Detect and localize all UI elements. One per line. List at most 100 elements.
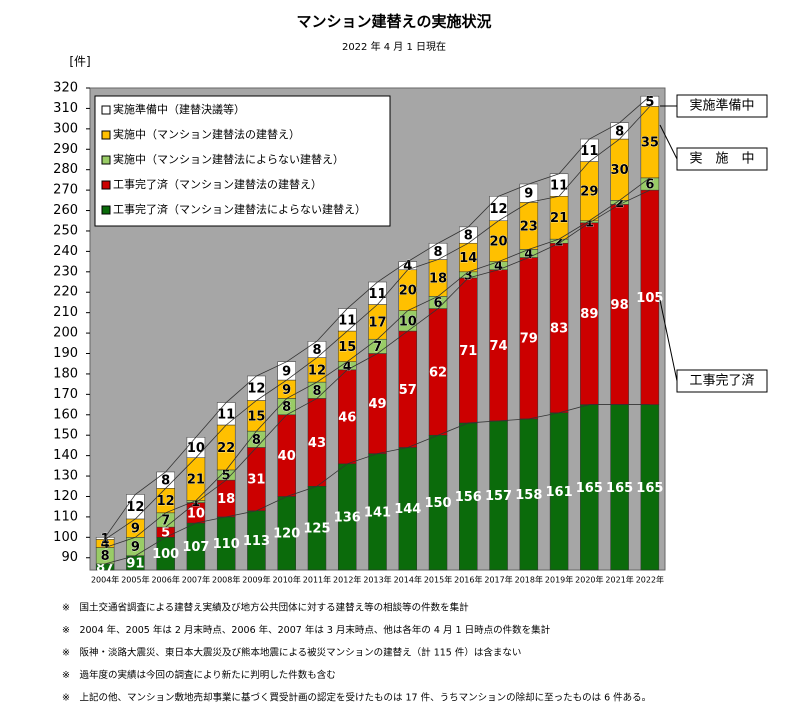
legend-swatch — [101, 155, 111, 165]
y-tick-label: 220 — [53, 285, 78, 300]
data-label: 165 — [606, 481, 633, 496]
y-tick-label: 280 — [53, 162, 78, 177]
data-label: 4 — [494, 259, 503, 274]
y-tick-label: 240 — [53, 244, 78, 259]
y-tick-label: 270 — [53, 183, 78, 198]
data-label: 46 — [338, 410, 356, 425]
data-label: 57 — [399, 383, 417, 398]
leader-line — [659, 124, 678, 160]
y-tick-label: 130 — [53, 469, 78, 484]
data-label: 9 — [282, 364, 291, 379]
data-label: 11 — [368, 287, 386, 302]
connector-line — [105, 404, 650, 565]
x-tick-label: 2012年 — [333, 575, 361, 585]
data-label: 157 — [485, 489, 512, 504]
y-tick-label: 190 — [53, 346, 78, 361]
data-label: 12 — [308, 363, 326, 378]
y-tick-label: 260 — [53, 203, 78, 218]
x-tick-label: 2017年 — [484, 575, 512, 585]
connector-line — [165, 189, 651, 528]
y-tick-label: 210 — [53, 305, 78, 320]
x-tick-label: 2020年 — [575, 575, 603, 585]
data-label: 158 — [515, 488, 542, 503]
data-label: 9 — [282, 383, 291, 398]
annotation: 工事完了済 — [689, 373, 754, 389]
data-label: 9 — [131, 540, 140, 555]
data-label: 11 — [338, 313, 356, 328]
data-label: 6 — [645, 177, 654, 192]
legend-swatch — [101, 105, 111, 115]
legend-label: 実施中（マンション建替法によらない建替え） — [113, 152, 344, 166]
data-label: 71 — [459, 344, 477, 359]
x-tick-label: 2019年 — [545, 575, 573, 585]
data-label: 5 — [161, 526, 170, 541]
data-label: 9 — [131, 522, 140, 537]
note: ※ 国土交通省調査による建替え実績及び地方公共団体に対する建替え等の相談等の件数… — [62, 602, 469, 614]
data-label: 31 — [247, 473, 265, 488]
data-label: 8 — [615, 124, 624, 139]
data-label: 12 — [490, 202, 508, 217]
data-label: 161 — [546, 485, 573, 500]
y-tick-label: 160 — [53, 407, 78, 422]
x-tick-label: 2005年 — [121, 575, 149, 585]
y-tick-label: 180 — [53, 366, 78, 381]
data-label: 10 — [187, 441, 205, 456]
chart-title: マンション建替えの実施状況 — [296, 13, 491, 31]
data-label: 35 — [641, 136, 659, 151]
y-tick-label: 150 — [53, 428, 78, 443]
data-label: 12 — [157, 494, 175, 509]
y-tick-label: 120 — [53, 489, 78, 504]
legend-label: 工事完了済（マンション建替法の建替え） — [113, 177, 322, 191]
connector-line — [104, 95, 651, 538]
data-label: 74 — [490, 339, 508, 354]
data-label: 100 — [152, 547, 179, 562]
data-label: 8 — [161, 474, 170, 489]
note: ※ 阪神・淡路大震災、東日本大震災及び熊本地震による被災マンションの建替え（計 … — [62, 647, 521, 659]
data-label: 10 — [399, 314, 417, 329]
data-label: 105 — [636, 291, 663, 306]
data-label: 21 — [550, 211, 568, 226]
data-label: 20 — [490, 235, 508, 250]
data-label: 4 — [524, 247, 533, 262]
data-label: 3 — [464, 268, 473, 283]
y-tick-label: 290 — [53, 142, 78, 157]
y-tick-label: 110 — [53, 509, 78, 524]
legend-label: 工事完了済（マンション建替法によらない建替え） — [113, 202, 366, 216]
data-label: 7 — [161, 513, 170, 528]
y-tick-label: 300 — [53, 121, 78, 136]
data-label: 2 — [615, 196, 624, 211]
data-label: 165 — [636, 481, 663, 496]
data-label: 5 — [645, 95, 654, 110]
y-tick-label: 90 — [61, 550, 78, 565]
legend-swatch — [101, 205, 111, 215]
x-tick-label: 2015年 — [424, 575, 452, 585]
x-tick-label: 2018年 — [515, 575, 543, 585]
data-label: 136 — [334, 510, 361, 525]
legend-swatch — [101, 180, 111, 190]
data-label: 8 — [312, 384, 321, 399]
x-tick-label: 2014年 — [394, 575, 422, 585]
data-label: 29 — [580, 185, 598, 200]
x-tick-label: 2011年 — [303, 575, 331, 585]
data-label: 113 — [243, 534, 270, 549]
data-label: 10 — [187, 506, 205, 521]
data-label: 11 — [217, 407, 235, 422]
x-tick-label: 2022年 — [636, 575, 664, 585]
data-label: 9 — [524, 187, 533, 202]
data-label: 11 — [550, 179, 568, 194]
data-label: 62 — [429, 365, 447, 380]
x-tick-label: 2021年 — [605, 575, 633, 585]
note: ※ 過年度の実績は今回の調査により新たに判明した件数も含む — [62, 669, 336, 681]
data-label: 21 — [187, 473, 205, 488]
data-label: 15 — [247, 409, 265, 424]
data-label: 2 — [555, 235, 564, 250]
data-label: 12 — [126, 500, 144, 515]
x-tick-label: 2004年 — [91, 575, 119, 585]
data-label: 8 — [312, 343, 321, 358]
data-label: 5 — [222, 469, 231, 484]
data-label: 8 — [282, 400, 291, 415]
data-label: 6 — [434, 296, 443, 311]
data-label: 125 — [303, 522, 330, 537]
legend-label: 実施中（マンション建替法の建替え） — [113, 127, 300, 141]
y-tick-label: 100 — [53, 530, 78, 545]
